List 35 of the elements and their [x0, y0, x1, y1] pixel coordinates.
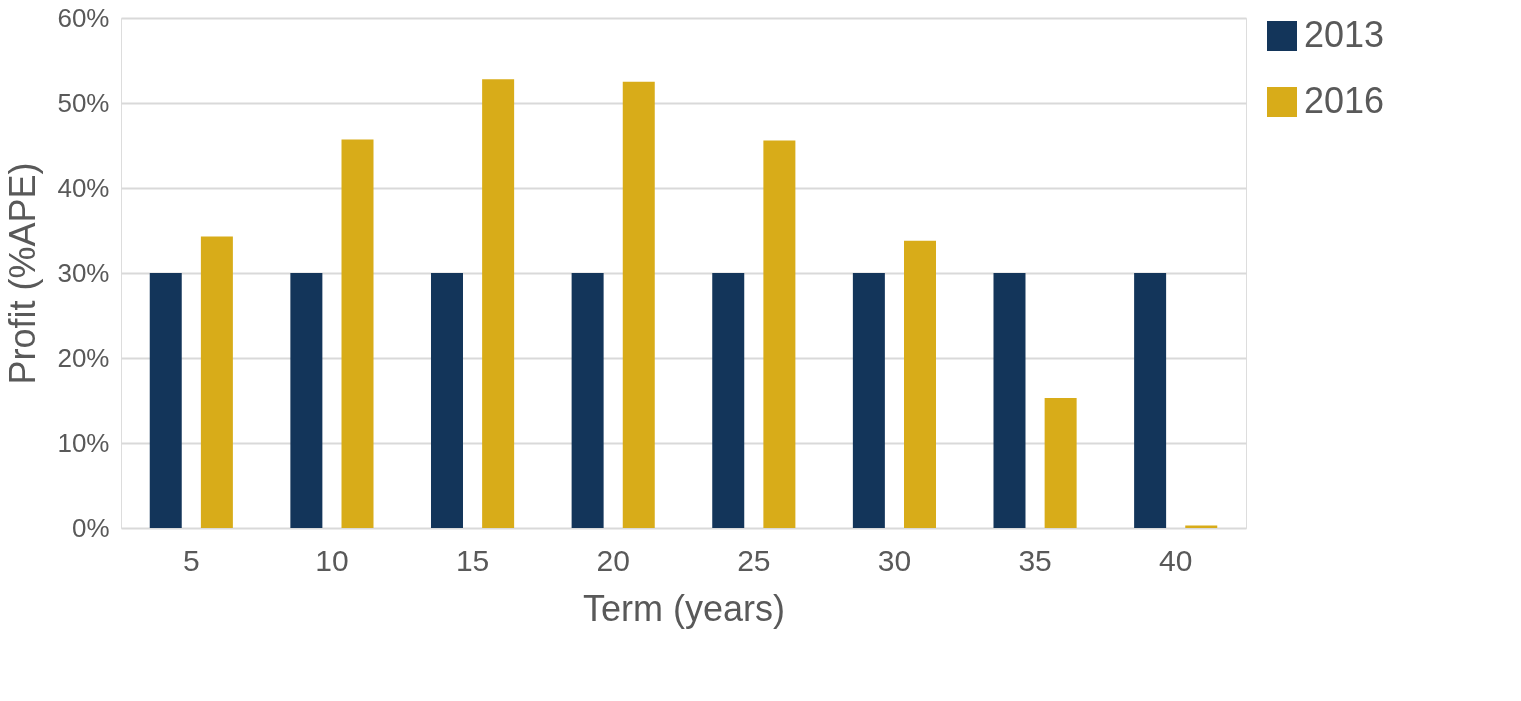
- y-axis-title: Profit (%APE): [2, 162, 44, 385]
- bar: [290, 273, 323, 528]
- bar: [341, 139, 374, 528]
- bar: [571, 273, 604, 528]
- bar: [993, 273, 1026, 528]
- bar: [200, 236, 233, 528]
- x-tick-label: 30: [877, 543, 912, 577]
- y-tick-label: 50%: [57, 87, 110, 118]
- bar: [712, 273, 745, 528]
- x-tick-label: 40: [1159, 543, 1193, 577]
- x-axis-title: Term (years): [582, 587, 786, 629]
- bar: [482, 79, 515, 528]
- bar: [904, 240, 937, 528]
- y-tick-label: 0%: [71, 512, 110, 543]
- bar: [1134, 273, 1167, 528]
- x-tick-label: 20: [596, 543, 630, 577]
- bar: [852, 273, 885, 528]
- bar: [1044, 397, 1077, 528]
- x-tick-label: 10: [315, 543, 349, 577]
- y-tick-label: 10%: [57, 427, 110, 458]
- legend-label: 2013: [1304, 14, 1385, 55]
- bar: [430, 273, 463, 528]
- y-tick-label: 60%: [57, 2, 110, 33]
- x-tick-label: 15: [455, 543, 490, 577]
- y-tick-label: 30%: [57, 257, 110, 288]
- bar: [622, 81, 655, 528]
- bar: [1185, 525, 1218, 528]
- bar: [763, 140, 796, 528]
- x-tick-label: 35: [1018, 543, 1052, 577]
- bar: [149, 273, 182, 528]
- y-tick-label: 20%: [57, 342, 110, 373]
- x-tick-label: 5: [182, 543, 200, 577]
- y-tick-label: 40%: [57, 172, 110, 203]
- legend-label: 2016: [1304, 80, 1385, 121]
- x-tick-label: 25: [737, 543, 771, 577]
